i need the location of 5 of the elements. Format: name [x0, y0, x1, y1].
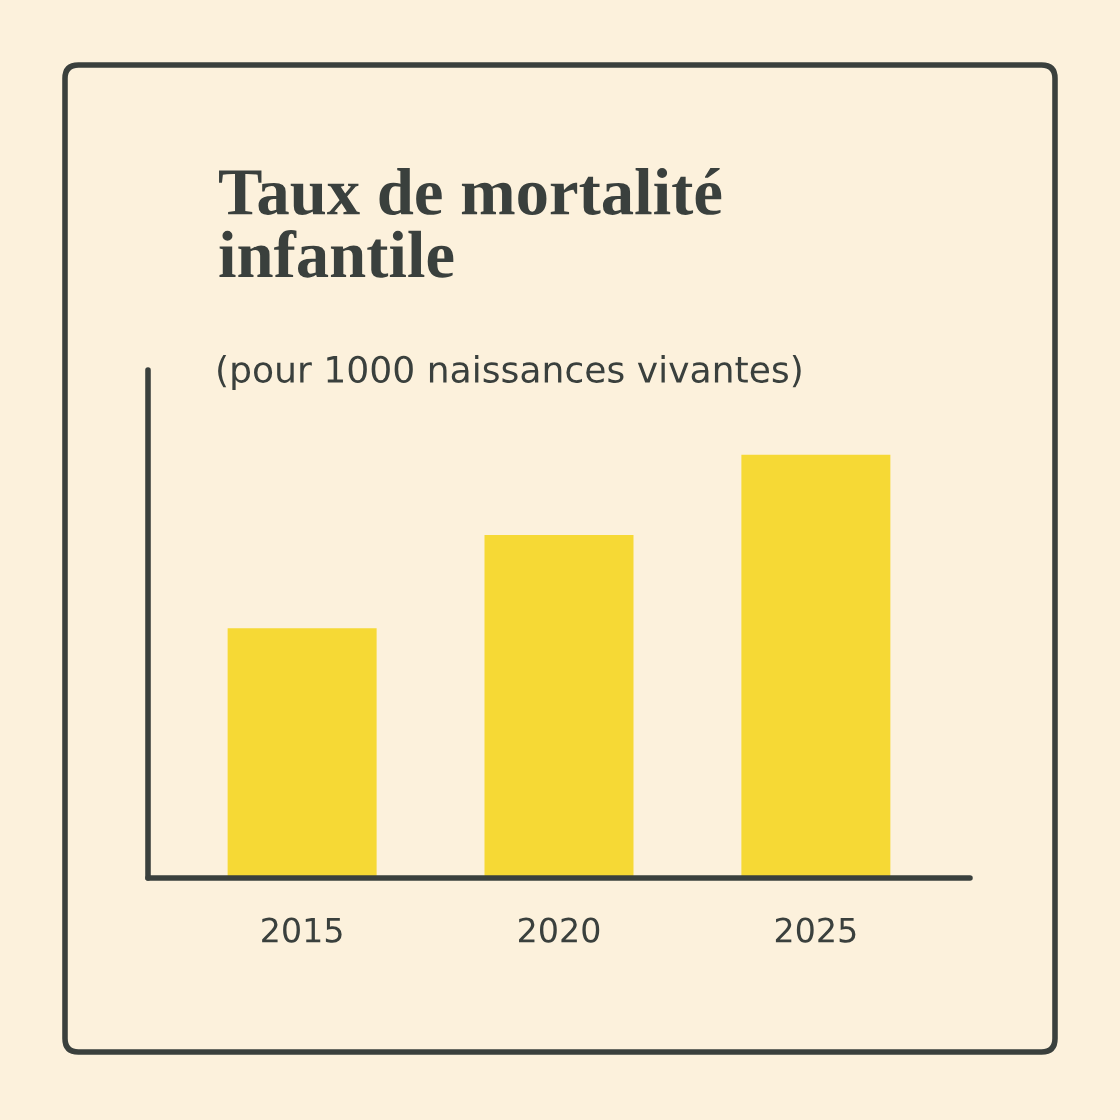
chart-subtitle: (pour 1000 naissances vivantes) — [218, 355, 801, 390]
chart-title: Taux de mortalité infantile — [219, 167, 722, 278]
x-tick-label: 2020 — [519, 917, 600, 943]
x-tick-label: 2025 — [775, 917, 856, 943]
x-tick-label: 2015 — [262, 917, 342, 943]
